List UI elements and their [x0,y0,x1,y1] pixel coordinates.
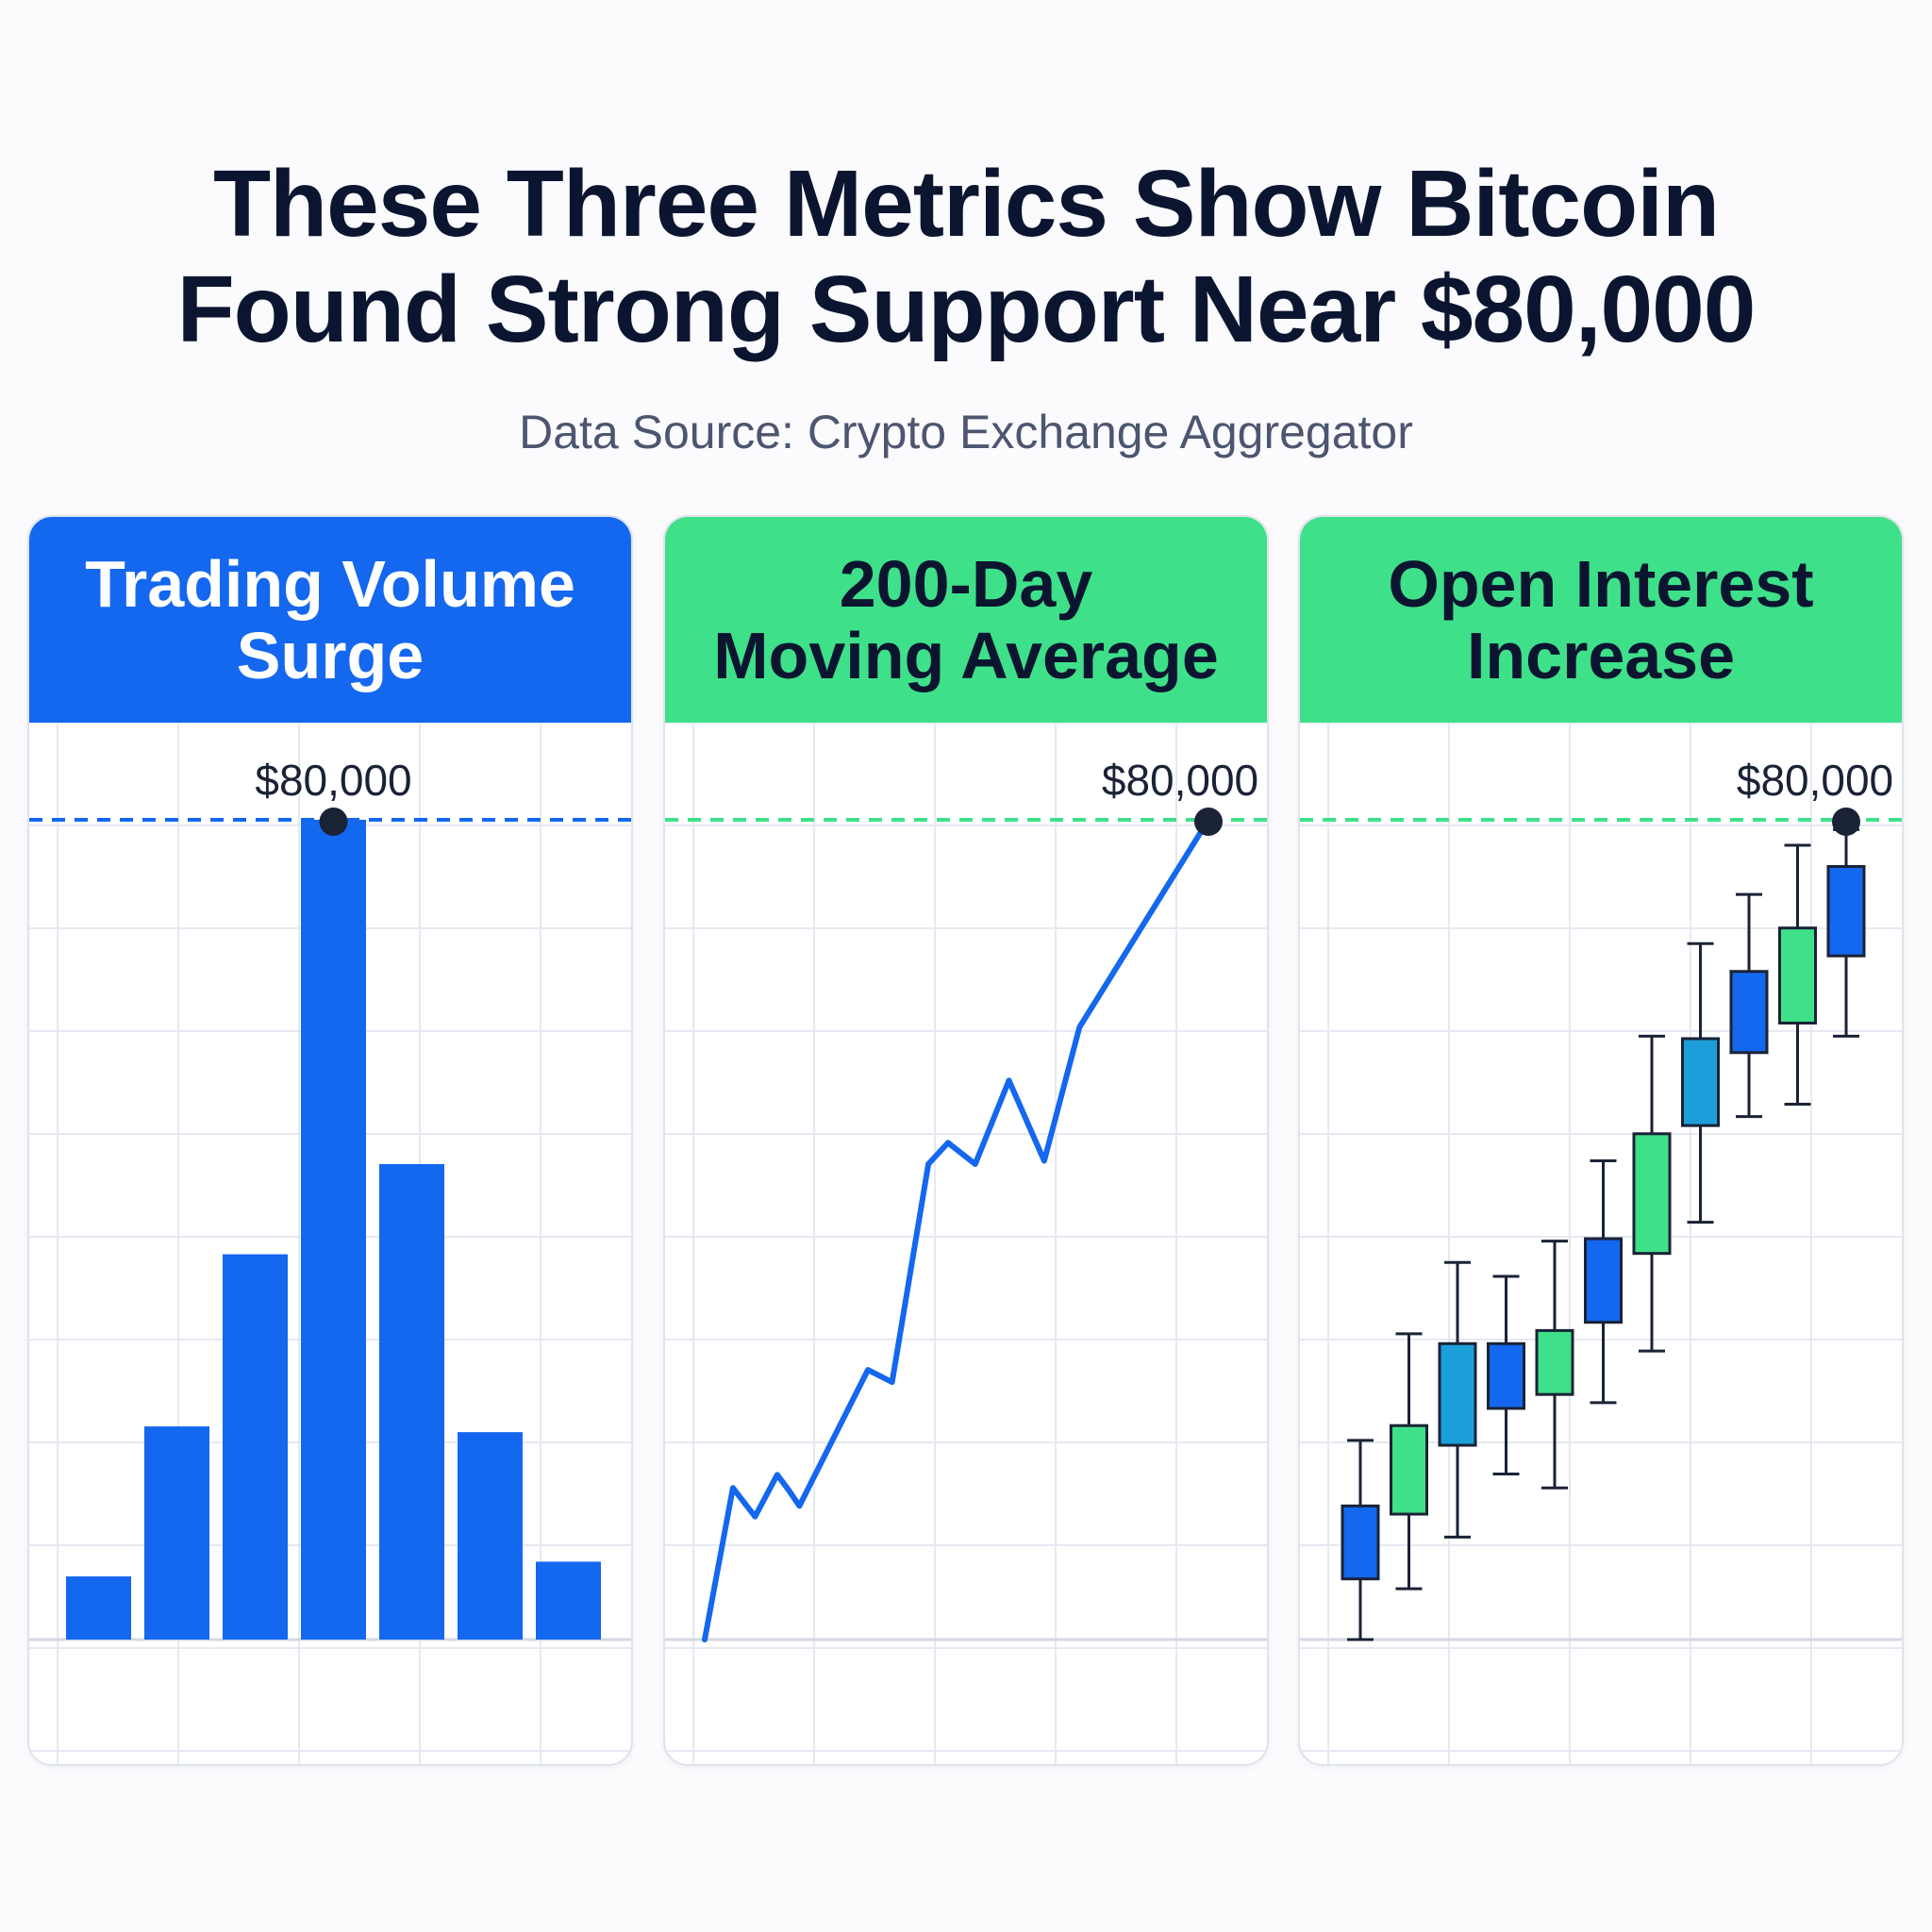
moving-average-line [702,817,1211,1642]
candle [1826,827,1866,1038]
support-price-label: $80,000 [1737,756,1893,805]
volume-bar [144,1426,209,1640]
candle-body [1341,1504,1380,1581]
candle [1632,1034,1672,1353]
support-touch-marker [319,808,348,836]
open-interest-header: Open Interest Increase [1300,517,1902,723]
candle-body [1390,1424,1428,1516]
moving-average-header: 200-Day Moving Average [665,517,1267,723]
candle [1438,1260,1477,1539]
candle [1535,1240,1574,1490]
candle-body [1487,1341,1525,1410]
page-title: These Three Metrics Show Bitcoin Found S… [0,151,1932,362]
support-touch-marker [1194,808,1223,836]
support-touch-marker [1832,808,1860,836]
volume-bar [458,1432,523,1640]
candle [1341,1439,1380,1641]
panel-title-line-1: Trading Volume [85,547,575,621]
data-source-subtitle: Data Source: Crypto Exchange Aggregator [519,406,1413,458]
candle [1584,1159,1623,1405]
panel-title-line-1: 200-Day [839,547,1093,621]
open-interest-candlestick-chart: $80,000 [1300,723,1902,1764]
title-line-1: These Three Metrics Show Bitcoin [212,151,1720,257]
support-price-label: $80,000 [255,756,411,805]
volume-bar [223,1254,288,1640]
volume-bar [536,1561,601,1640]
trading-volume-panel: Trading Volume Surge $80,000 [27,515,633,1766]
trading-volume-header: Trading Volume Surge [29,517,631,723]
candle [1778,843,1817,1107]
candle [1390,1332,1428,1591]
panel-title-line-2: Moving Average [713,619,1219,692]
candle-body [1826,865,1866,958]
candle-body [1632,1132,1672,1256]
candle-body [1535,1328,1574,1396]
moving-average-line-chart: $80,000 [665,723,1267,1764]
candle [1681,941,1720,1224]
moving-average-panel: 200-Day Moving Average $80,000 [663,515,1269,1766]
panel-title-line-1: Open Interest [1388,547,1814,621]
candle-body [1729,970,1769,1055]
candle-body [1584,1237,1623,1324]
open-interest-panel: Open Interest Increase $80,000 [1298,515,1904,1766]
trading-volume-bar-chart: $80,000 [29,723,631,1764]
support-price-label: $80,000 [1102,756,1258,805]
panel-title-line-2: Surge [236,619,425,692]
volume-bar [66,1576,131,1640]
candle-body [1778,926,1817,1025]
title-line-2: Found Strong Support Near $80,000 [176,257,1757,362]
volume-bar [301,820,366,1640]
candle-body [1438,1341,1477,1447]
candle [1729,892,1769,1119]
volume-bar [379,1163,444,1640]
panel-title-line-2: Increase [1466,619,1736,692]
candle [1487,1274,1525,1475]
candle-body [1681,1037,1720,1127]
